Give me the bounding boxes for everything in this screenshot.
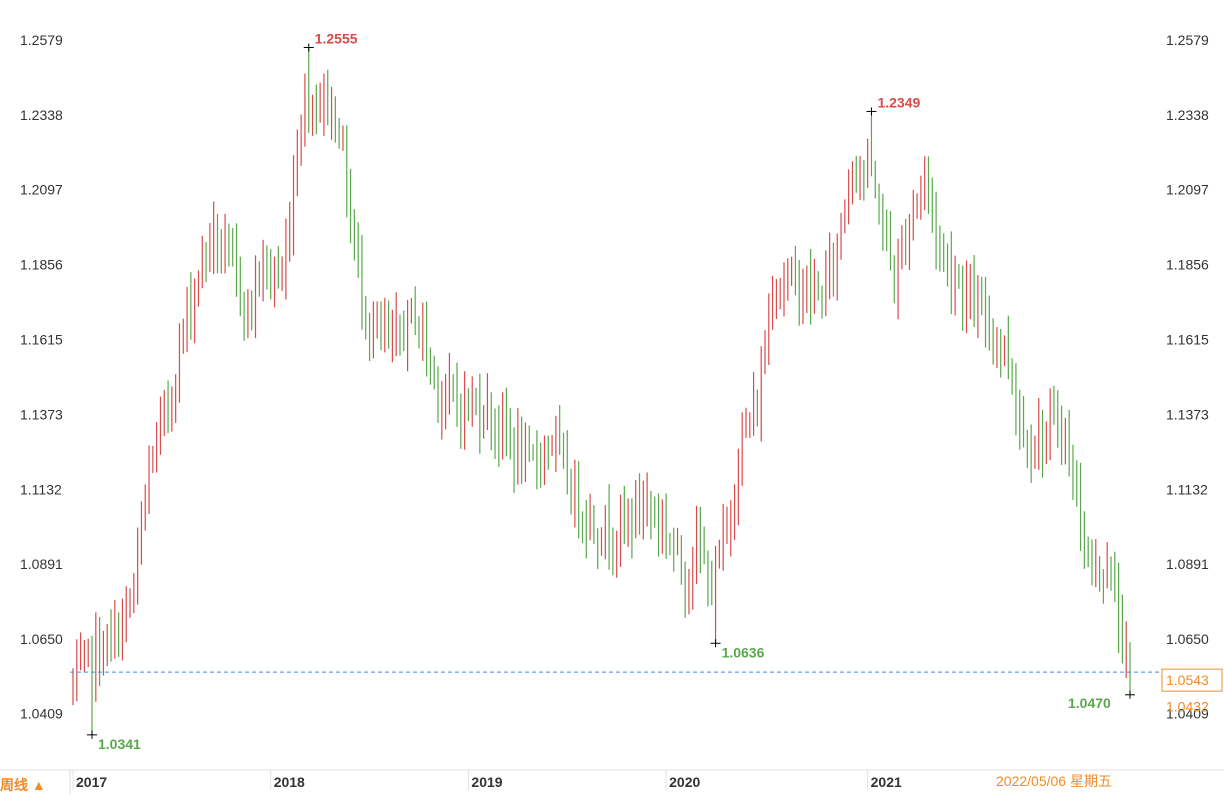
current-price-tag: 1.0543 (1166, 672, 1209, 688)
extreme-marker: 1.2555 (303, 30, 358, 52)
y-axis-right: 1.2579 1.2338 1.2097 1.1856 1.1615 1.1373 1.11… (1166, 32, 1209, 722)
y-tick-label-left: 1.1856 (20, 257, 63, 273)
y-tick-label-right: 1.2338 (1166, 107, 1209, 123)
x-tick-label: 2018 (274, 774, 305, 790)
y-tick-label-left: 1.1132 (20, 481, 62, 497)
extreme-label: 1.0636 (722, 644, 765, 660)
y-tick-label-left: 1.2338 (20, 107, 63, 123)
y-tick-label-left: 1.1615 (20, 331, 63, 347)
y-tick-label-left: 1.2579 (20, 32, 63, 48)
y-tick-label-left: 1.1373 (20, 406, 63, 422)
extreme-label: 1.0341 (98, 736, 141, 752)
status-date: 2022/05/06 星期五 (996, 773, 1112, 789)
x-tick-label: 2021 (871, 774, 902, 790)
extreme-label: 1.2349 (877, 94, 920, 110)
y-tick-label-right: 1.1856 (1166, 257, 1209, 273)
period-selector[interactable]: 周线 ▲ (0, 777, 46, 793)
y-tick-label-right: 1.2579 (1166, 32, 1209, 48)
y-axis-left: 1.2579 1.2338 1.2097 1.1856 1.1615 1.1373 1.11… (20, 32, 63, 722)
y-tick-label-right: 1.2097 (1166, 182, 1209, 198)
y-tick-label-right: 1.1132 (1166, 481, 1208, 497)
y-tick-label-right: 1.0409 (1166, 706, 1209, 722)
extreme-marker: 1.0341 (87, 730, 141, 752)
y-tick-label-right: 1.0650 (1166, 631, 1209, 647)
y-tick-label-left: 1.0891 (20, 556, 63, 572)
extreme-marker: 1.0636 (710, 639, 765, 660)
extreme-marker: 1.2349 (866, 94, 920, 116)
extreme-label: 1.2555 (315, 30, 358, 46)
bars-layer (72, 47, 1131, 735)
y-tick-label-left: 1.0409 (20, 706, 63, 722)
x-tick-label: 2019 (471, 774, 502, 790)
y-tick-label-right: 1.0891 (1166, 556, 1209, 572)
x-tick-label: 2017 (76, 774, 107, 790)
extreme-label: 1.0470 (1068, 695, 1111, 711)
y-tick-label-left: 1.0650 (20, 631, 63, 647)
y-tick-label-left: 1.2097 (20, 182, 63, 198)
y-tick-label-right: 1.1615 (1166, 331, 1209, 347)
extreme-marker: 1.0470 (1068, 690, 1135, 711)
low-price-tag: 1.0432 (1166, 699, 1209, 715)
y-tick-label-right: 1.1373 (1166, 406, 1209, 422)
current-price-tag-box (1161, 668, 1223, 692)
annotations-layer: 1.2555 1.2349 1.0636 1.0341 1.0470 (87, 30, 1135, 752)
x-axis: 2017 2018 2019 2020 2021 (72, 770, 902, 790)
x-tick-label: 2020 (669, 774, 700, 790)
